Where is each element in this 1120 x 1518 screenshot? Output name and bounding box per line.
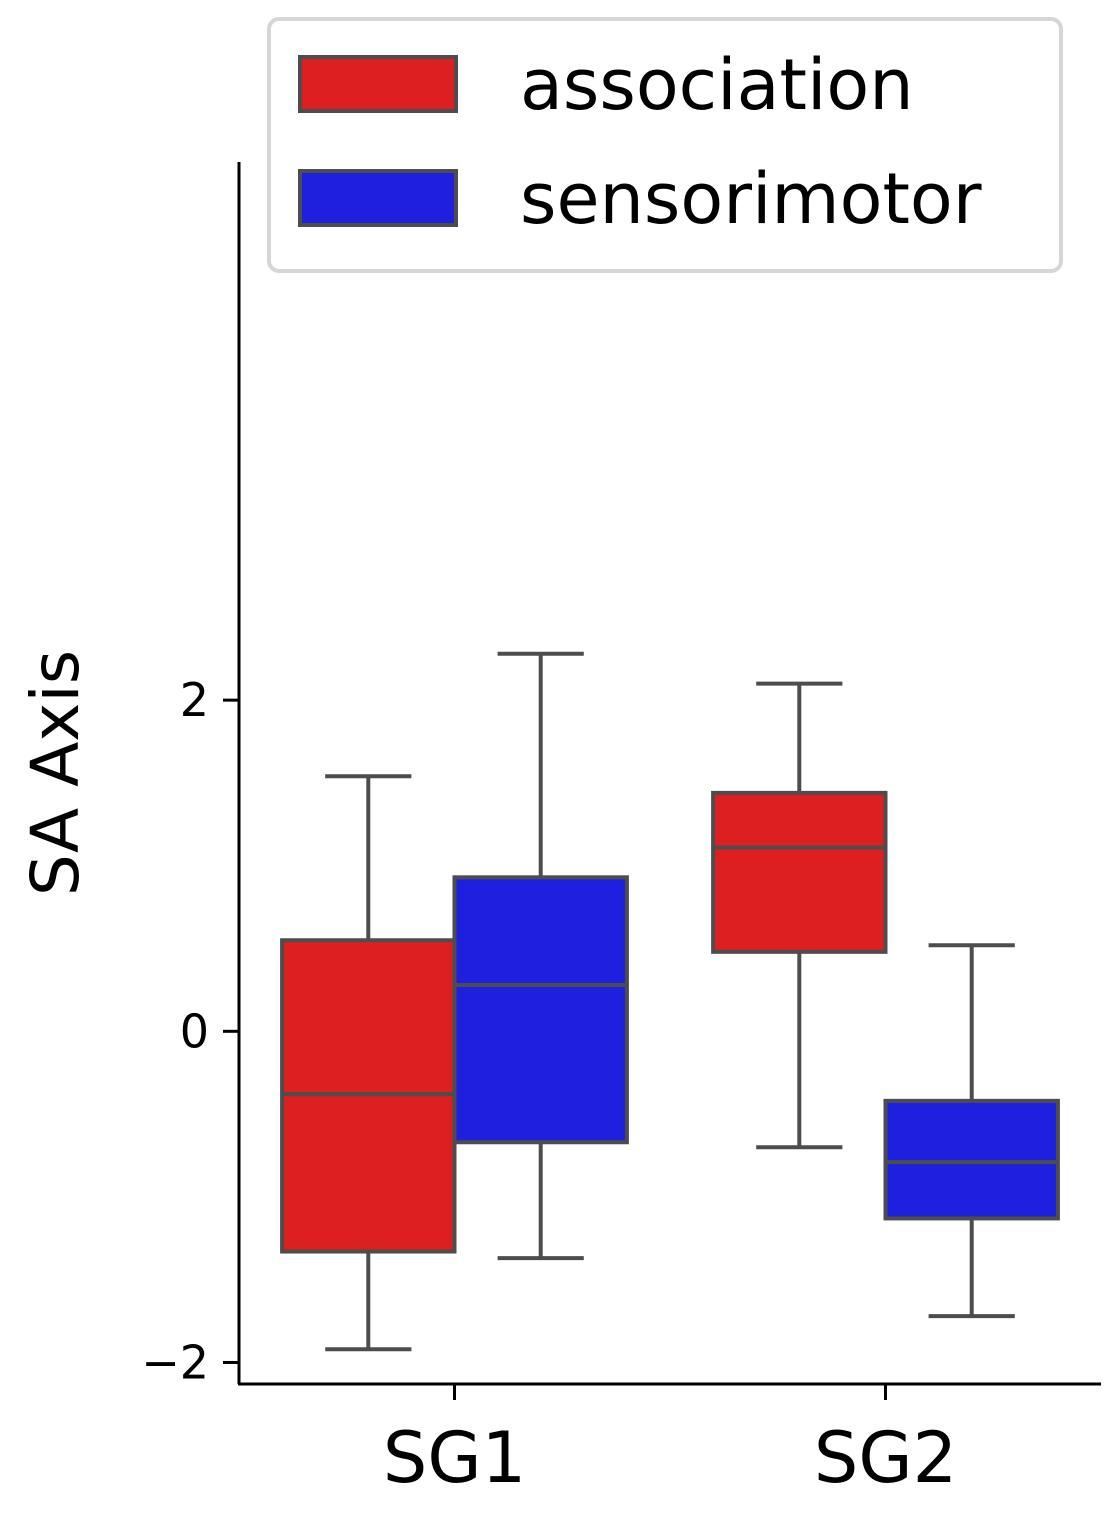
box-iqr — [452, 875, 629, 1145]
axes — [237, 162, 1101, 1386]
box-association-SG2 — [711, 681, 888, 1150]
x-tick-label: SG1 — [383, 1417, 526, 1499]
legend-label-association: association — [520, 44, 914, 126]
box-association-SG1 — [280, 774, 457, 1352]
y-ticks: −2 0 2 — [141, 673, 239, 1389]
box-iqr — [883, 1098, 1060, 1221]
y-tick-label: 0 — [180, 1004, 209, 1058]
box-sensorimotor-SG2 — [883, 943, 1060, 1319]
y-tick-label: 2 — [180, 673, 209, 727]
x-tick-label: SG2 — [814, 1417, 957, 1499]
legend-label-sensorimotor: sensorimotor — [520, 158, 982, 240]
legend-frame — [267, 17, 1063, 273]
legend-swatch-association — [298, 55, 458, 113]
y-tick-label: −2 — [141, 1335, 209, 1389]
legend-swatch-sensorimotor — [298, 169, 458, 227]
box-sensorimotor-SG1 — [452, 651, 629, 1261]
box-iqr — [711, 790, 888, 954]
y-axis-label: SA Axis — [17, 650, 94, 896]
x-ticks: SG1 SG2 — [383, 1384, 957, 1499]
legend: association sensorimotor — [267, 17, 1063, 273]
boxes-layer — [280, 651, 1060, 1352]
